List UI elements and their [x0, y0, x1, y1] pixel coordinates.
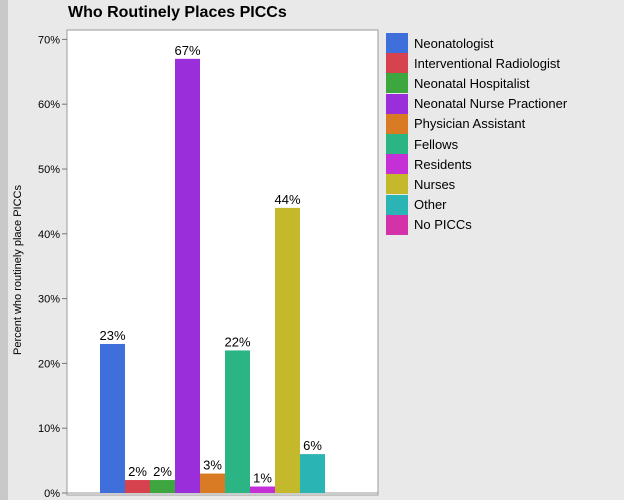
bar-physician-assistant: [200, 473, 225, 493]
y-tick-label: 60%: [38, 99, 60, 111]
y-tick-label: 0%: [44, 488, 60, 500]
bar-neonatal-nurse-practioner: [175, 58, 200, 494]
legend-label: Residents: [414, 156, 472, 172]
y-axis: 0% 10% 20% 30% 40% 50% 60% 70%: [38, 34, 378, 500]
data-label: 1%: [253, 471, 272, 486]
plot-area: [66, 29, 379, 496]
legend-swatch: [386, 53, 408, 74]
bar-other: [300, 454, 325, 493]
y-tick-label: 50%: [38, 164, 60, 176]
y-tick-label: 20%: [38, 358, 60, 370]
bar-neonatologist: [100, 343, 125, 493]
legend-label: Neonatal Hospitalist: [414, 75, 530, 91]
legend-item: Physician Assistant: [386, 113, 567, 134]
y-tick-label: 70%: [38, 34, 60, 46]
window-edge: [0, 0, 8, 500]
y-tick-label: 30%: [38, 294, 60, 306]
legend-item: No PICCs: [386, 214, 567, 235]
legend-label: No PICCs: [414, 217, 472, 233]
legend-swatch: [386, 113, 408, 134]
data-label: 67%: [174, 43, 200, 58]
legend-swatch: [386, 194, 408, 215]
legend-label: Fellows: [414, 136, 459, 152]
data-label: 2%: [153, 464, 172, 479]
bar-residents: [250, 486, 275, 493]
legend-item: Residents: [386, 154, 567, 175]
data-label: 44%: [274, 192, 300, 207]
legend-swatch: [386, 174, 408, 195]
bar-fellows: [225, 350, 250, 493]
legend-label: Interventional Radiologist: [414, 55, 560, 71]
data-label: 6%: [303, 438, 322, 453]
data-labels: 23% 2% 2% 67% 3% 22% 1% 44% 6%: [99, 43, 322, 486]
legend-label: Other: [414, 197, 447, 213]
legend-label: Nurses: [414, 176, 456, 192]
legend-item: Neonatal Nurse Practioner: [386, 93, 568, 114]
bars: [100, 58, 325, 494]
data-label: 23%: [99, 328, 125, 343]
legend-item: Other: [386, 194, 567, 215]
legend-label: Physician Assistant: [414, 116, 526, 132]
y-tick-label: 10%: [38, 423, 60, 435]
legend-swatch: [386, 73, 408, 94]
bar-neonatal-hospitalist: [150, 480, 175, 493]
legend-swatch: [386, 93, 408, 114]
data-label: 3%: [203, 458, 222, 473]
legend-label: Neonatal Nurse Practioner: [414, 96, 568, 112]
legend-swatch: [386, 214, 408, 235]
legend-item: Neonatologist: [386, 33, 567, 54]
legend-item: Neonatal Hospitalist: [386, 73, 567, 94]
legend-swatch: [386, 134, 408, 155]
y-tick-label: 40%: [38, 229, 60, 241]
legend-swatch: [386, 154, 408, 175]
legend-item: Interventional Radiologist: [386, 53, 567, 74]
bar-nurses: [275, 207, 300, 493]
legend-label: Neonatologist: [414, 35, 494, 51]
legend-item: Fellows: [386, 134, 567, 155]
bar-interventional-radiologist: [125, 480, 150, 493]
data-label: 2%: [128, 464, 147, 479]
chart-title: Who Routinely Places PICCs: [68, 4, 287, 21]
data-label: 22%: [224, 334, 250, 349]
legend-item: Nurses: [386, 174, 567, 195]
legend: Neonatologist Interventional Radiologist N…: [386, 33, 567, 235]
legend-swatch: [386, 33, 408, 54]
